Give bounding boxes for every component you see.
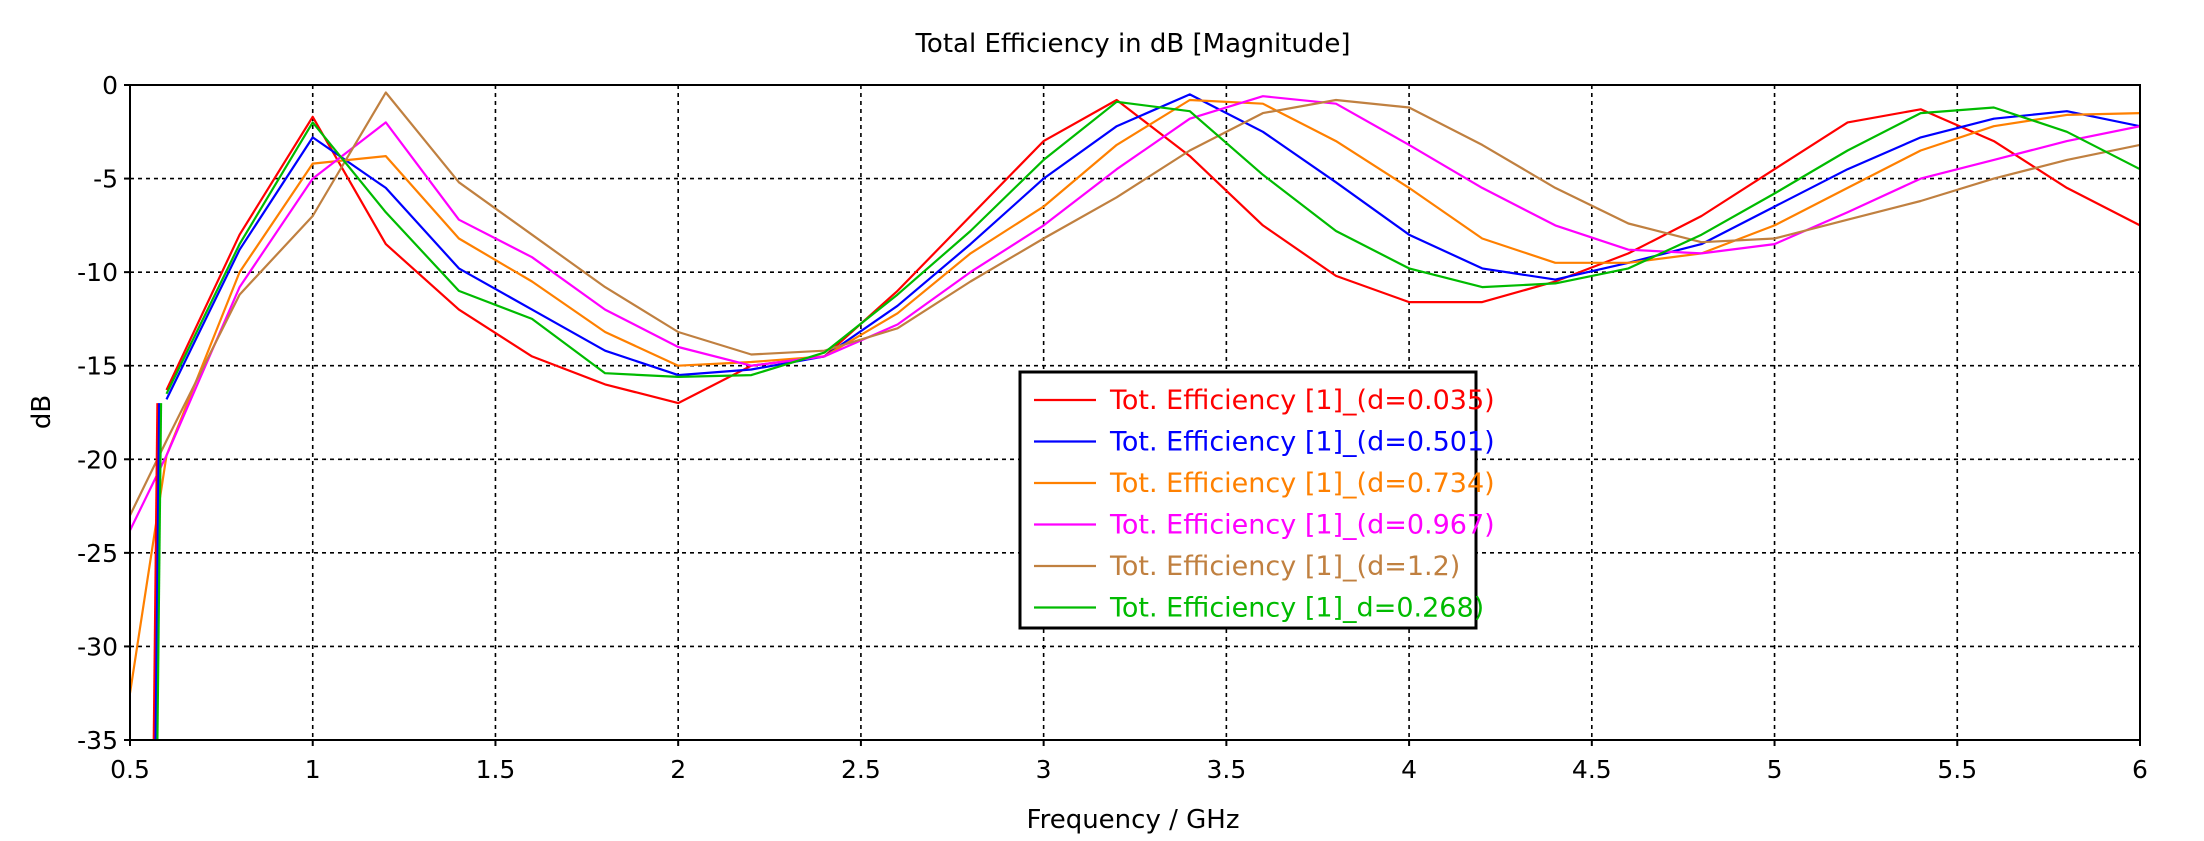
- series-line-4: [130, 91, 2140, 516]
- x-tick-label-2: 1.5: [476, 755, 516, 784]
- chart-title: Total Efficiency in dB [Magnitude]: [914, 29, 1350, 59]
- series-line-5: [165, 100, 2140, 395]
- y-axis-label: dB: [27, 395, 57, 429]
- x-tick-label-0: 0.5: [110, 755, 150, 784]
- x-tick-label-8: 4.5: [1572, 755, 1612, 784]
- y-tick-label-6: -30: [77, 632, 118, 661]
- x-tick-label-6: 3.5: [1206, 755, 1246, 784]
- y-tick-label-5: -25: [77, 539, 118, 568]
- series-line-0: [165, 98, 2140, 405]
- series-line-3: [130, 95, 2140, 531]
- y-axis-ticks: 0 -5 -10 -15 -20 -25 -30 -35: [77, 71, 130, 755]
- grid: [130, 85, 2140, 740]
- x-tick-label-5: 3: [1036, 755, 1052, 784]
- x-tick-label-3: 2: [670, 755, 686, 784]
- legend-label-5: Tot. Efficiency [1]_d=0.268): [1109, 593, 1484, 624]
- x-tick-label-11: 6: [2132, 755, 2148, 784]
- y-tick-label-7: -35: [77, 726, 118, 755]
- y-tick-label-0: 0: [102, 71, 118, 100]
- series-line-1: [165, 93, 2140, 400]
- series-drop-1: [154, 403, 161, 740]
- legend-label-3: Tot. Efficiency [1]_(d=0.967): [1109, 510, 1495, 541]
- legend-label-0: Tot. Efficiency [1]_(d=0.035): [1109, 385, 1495, 416]
- x-tick-label-4: 2.5: [841, 755, 881, 784]
- x-axis-label: Frequency / GHz: [1027, 805, 1240, 835]
- series-drop-0: [152, 403, 159, 740]
- y-tick-label-2: -10: [77, 258, 118, 287]
- y-tick-label-1: -5: [93, 165, 118, 194]
- y-tick-label-4: -20: [77, 445, 118, 474]
- x-tick-label-1: 1: [305, 755, 321, 784]
- y-tick-label-3: -15: [77, 352, 118, 381]
- x-tick-label-10: 5.5: [1937, 755, 1977, 784]
- series-drop-2: [156, 403, 163, 740]
- legend-label-4: Tot. Efficiency [1]_(d=1.2): [1109, 551, 1460, 582]
- x-tick-label-7: 4: [1401, 755, 1417, 784]
- series-line-2: [130, 98, 2140, 694]
- legend: Tot. Efficiency [1]_(d=0.035) Tot. Effici…: [1018, 370, 1495, 630]
- legend-label-1: Tot. Efficiency [1]_(d=0.501): [1109, 427, 1495, 458]
- legend-label-2: Tot. Efficiency [1]_(d=0.734): [1109, 468, 1495, 499]
- x-axis-ticks: 0.5 1 1.5 2 2.5 3 3.5 4 4.5 5 5.5 6: [110, 740, 2148, 784]
- x-tick-label-9: 5: [1767, 755, 1783, 784]
- series-layer: [130, 91, 2140, 740]
- legend-box: [1018, 370, 1478, 630]
- plot-area-frame: [129, 84, 2141, 741]
